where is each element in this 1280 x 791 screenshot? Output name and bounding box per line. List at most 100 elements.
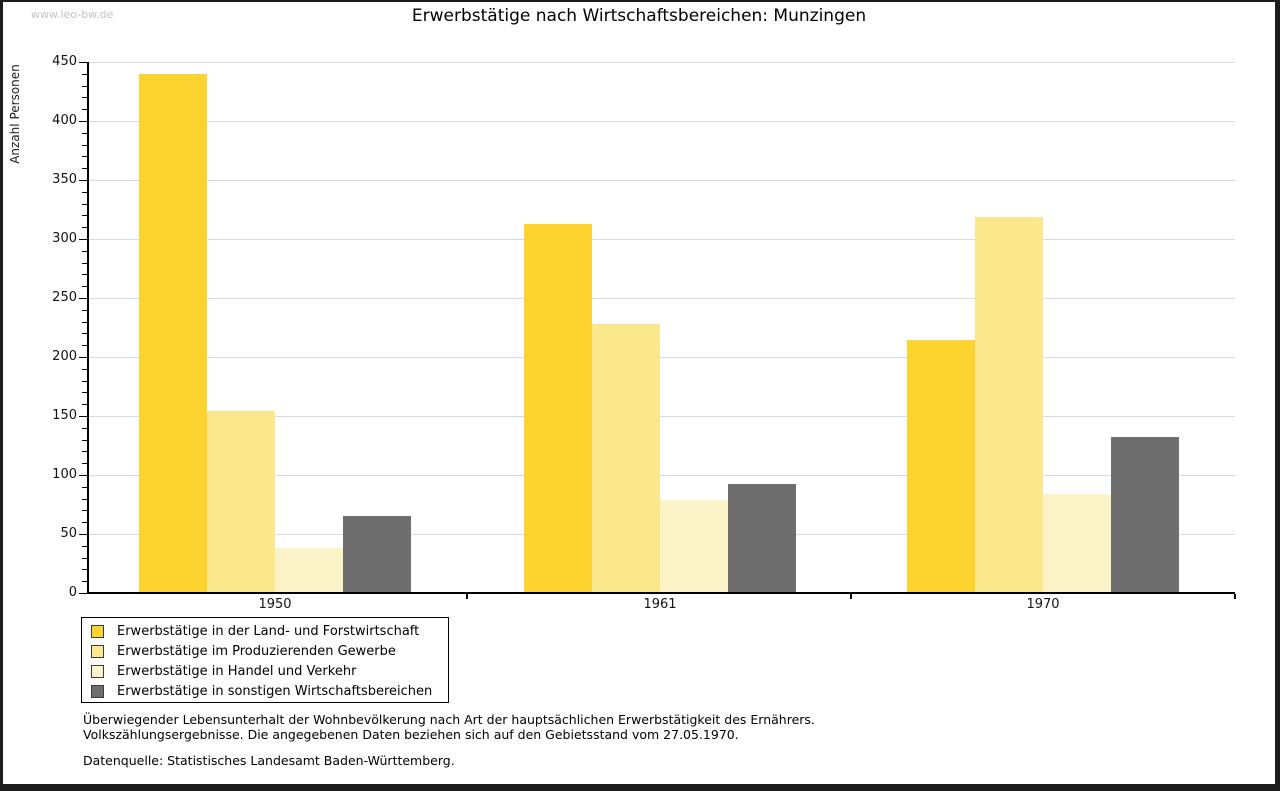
- y-major-tick: [79, 357, 87, 358]
- gridline: [88, 475, 1235, 476]
- gridline: [88, 298, 1235, 299]
- y-minor-tick: [82, 215, 87, 216]
- y-major-tick: [79, 239, 87, 240]
- y-major-tick: [79, 475, 87, 476]
- y-minor-tick: [82, 451, 87, 452]
- y-minor-tick: [82, 499, 87, 500]
- bar: [907, 340, 975, 593]
- x-tick-label: 1970: [1026, 597, 1060, 612]
- y-major-tick: [79, 534, 87, 535]
- y-minor-tick: [82, 286, 87, 287]
- y-major-tick: [79, 416, 87, 417]
- bar: [524, 224, 592, 593]
- x-tick: [1234, 594, 1236, 599]
- y-minor-tick: [82, 428, 87, 429]
- y-tick-label: 400: [52, 113, 77, 128]
- legend-swatch: [91, 664, 104, 678]
- bar: [343, 516, 411, 593]
- y-minor-tick: [82, 569, 87, 570]
- bar: [1043, 494, 1111, 593]
- legend: Erwerbstätige in der Land- und Forstwirt…: [81, 617, 449, 703]
- y-axis-line: [87, 62, 89, 594]
- y-minor-tick: [82, 392, 87, 393]
- y-minor-tick: [82, 109, 87, 110]
- watermark-text: www.leo-bw.de: [31, 8, 114, 21]
- y-major-tick: [79, 121, 87, 122]
- data-source-line: Datenquelle: Statistisches Landesamt Bad…: [83, 753, 455, 768]
- gridline: [88, 121, 1235, 122]
- bar: [592, 324, 660, 593]
- plot-area: [88, 62, 1235, 593]
- y-minor-tick: [82, 404, 87, 405]
- y-minor-tick: [82, 463, 87, 464]
- y-minor-tick: [82, 581, 87, 582]
- y-axis-title: Anzahl Personen: [8, 64, 22, 164]
- legend-label: Erwerbstätige im Produzierenden Gewerbe: [117, 643, 396, 659]
- footnote-line-1: Überwiegender Lebensunterhalt der Wohnbe…: [83, 712, 815, 727]
- bar: [1111, 437, 1179, 593]
- y-minor-tick: [82, 345, 87, 346]
- bar: [660, 500, 728, 593]
- y-major-tick: [79, 298, 87, 299]
- y-tick-label: 350: [52, 172, 77, 187]
- y-tick-label: 200: [52, 349, 77, 364]
- y-tick-label: 0: [68, 585, 77, 600]
- y-major-tick: [79, 62, 87, 63]
- y-tick-label: 450: [52, 54, 77, 69]
- bar: [975, 217, 1043, 593]
- bar: [275, 548, 343, 593]
- y-tick-label: 150: [52, 408, 77, 423]
- y-minor-tick: [82, 440, 87, 441]
- x-tick-label: 1950: [258, 597, 292, 612]
- y-tick-label: 250: [52, 290, 77, 305]
- y-minor-tick: [82, 74, 87, 75]
- y-minor-tick: [82, 558, 87, 559]
- legend-swatch: [91, 624, 104, 638]
- y-tick-label: 300: [52, 231, 77, 246]
- y-minor-tick: [82, 263, 87, 264]
- y-minor-tick: [82, 522, 87, 523]
- y-minor-tick: [82, 546, 87, 547]
- chart-title: Erwerbstätige nach Wirtschaftsbereichen:…: [411, 6, 867, 26]
- y-minor-tick: [82, 168, 87, 169]
- legend-label: Erwerbstätige in Handel und Verkehr: [117, 663, 357, 679]
- legend-row: Erwerbstätige im Produzierenden Gewerbe: [91, 641, 448, 661]
- y-minor-tick: [82, 381, 87, 382]
- legend-swatch: [91, 644, 104, 658]
- y-minor-tick: [82, 251, 87, 252]
- gridline: [88, 357, 1235, 358]
- y-minor-tick: [82, 369, 87, 370]
- y-minor-tick: [82, 192, 87, 193]
- y-minor-tick: [82, 333, 87, 334]
- x-tick-label: 1961: [643, 597, 677, 612]
- y-major-tick: [79, 593, 87, 594]
- legend-label: Erwerbstätige in sonstigen Wirtschaftsbe…: [117, 683, 433, 699]
- gridline: [88, 416, 1235, 417]
- bar: [728, 484, 796, 593]
- y-minor-tick: [82, 145, 87, 146]
- gridline: [88, 239, 1235, 240]
- legend-row: Erwerbstätige in sonstigen Wirtschaftsbe…: [91, 681, 448, 701]
- legend-label: Erwerbstätige in der Land- und Forstwirt…: [117, 623, 420, 639]
- footnote-line-2: Volkszählungsergebnisse. Die angegebenen…: [83, 727, 739, 742]
- bar: [207, 411, 275, 593]
- y-minor-tick: [82, 133, 87, 134]
- y-major-tick: [79, 180, 87, 181]
- gridline: [88, 62, 1235, 63]
- x-axis-line: [87, 592, 1235, 594]
- x-tick: [850, 594, 852, 599]
- y-minor-tick: [82, 322, 87, 323]
- legend-swatch: [91, 684, 104, 698]
- bar: [139, 74, 207, 593]
- y-minor-tick: [82, 86, 87, 87]
- y-minor-tick: [82, 310, 87, 311]
- y-minor-tick: [82, 156, 87, 157]
- y-minor-tick: [82, 487, 87, 488]
- gridline: [88, 180, 1235, 181]
- x-tick: [466, 594, 468, 599]
- y-tick-label: 100: [52, 467, 77, 482]
- legend-row: Erwerbstätige in der Land- und Forstwirt…: [91, 621, 448, 641]
- y-minor-tick: [82, 274, 87, 275]
- y-tick-label: 50: [60, 526, 77, 541]
